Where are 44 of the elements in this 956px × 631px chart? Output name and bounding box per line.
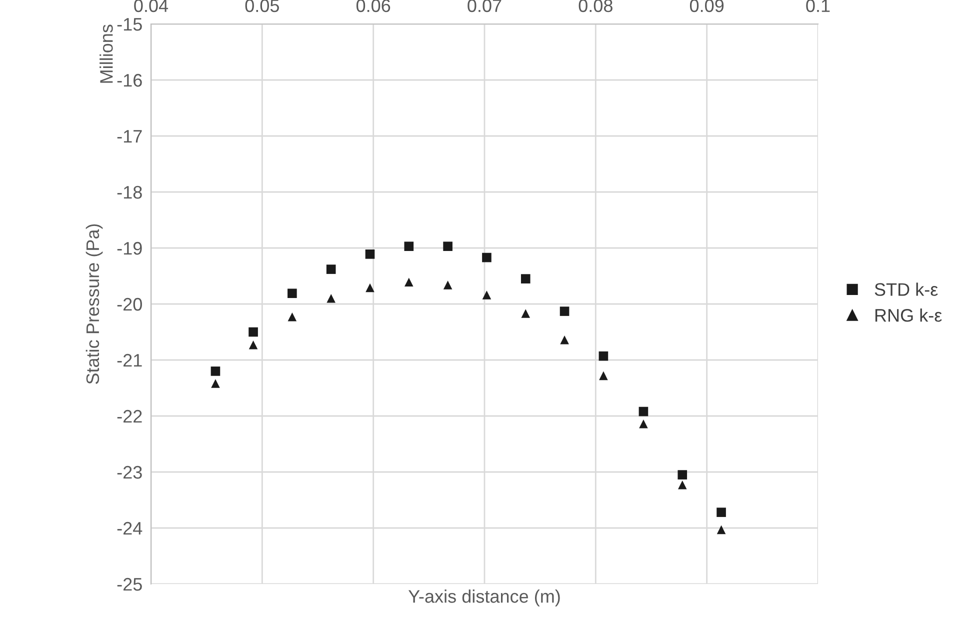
point <box>638 406 648 416</box>
point <box>365 250 375 259</box>
y-tick-label: -17 <box>117 130 142 143</box>
point <box>482 252 492 262</box>
y-tick-label: -15 <box>117 18 142 31</box>
point <box>678 470 688 480</box>
y-tick-label: -22 <box>117 410 142 423</box>
legend-label: STD k-ε <box>874 282 938 296</box>
point <box>248 327 258 337</box>
x-axis-title: Y-axis distance (m) <box>408 590 560 606</box>
point <box>599 371 608 380</box>
point <box>210 366 220 376</box>
point <box>482 290 492 300</box>
point <box>521 309 530 318</box>
y-tick-label: -18 <box>117 186 142 199</box>
y-tick-label: -16 <box>117 74 142 87</box>
y-tick-label: -19 <box>117 242 142 255</box>
y-tick-label: -25 <box>117 578 142 591</box>
point <box>288 288 297 298</box>
point <box>443 280 452 290</box>
point <box>716 508 726 517</box>
point <box>404 278 414 287</box>
point <box>443 242 452 251</box>
point <box>716 525 726 534</box>
point <box>639 419 648 428</box>
y-tick-label: -24 <box>117 522 142 535</box>
point <box>211 379 220 388</box>
legend-label: RNG k-ε <box>875 308 942 322</box>
point <box>520 274 530 284</box>
point <box>326 264 336 274</box>
point <box>404 242 414 251</box>
point <box>560 306 570 316</box>
point <box>560 335 569 344</box>
point <box>366 283 374 292</box>
point <box>248 340 258 350</box>
y-axis-title: Static Pressure (Pa) <box>86 224 103 384</box>
point <box>288 312 297 322</box>
point <box>678 480 687 490</box>
y-tick-label: -20 <box>117 298 142 311</box>
y-tick-label: -23 <box>117 466 142 479</box>
text: Millions <box>100 24 113 83</box>
point <box>326 294 336 303</box>
y-tick-label: -21 <box>117 354 142 367</box>
point <box>598 351 608 361</box>
